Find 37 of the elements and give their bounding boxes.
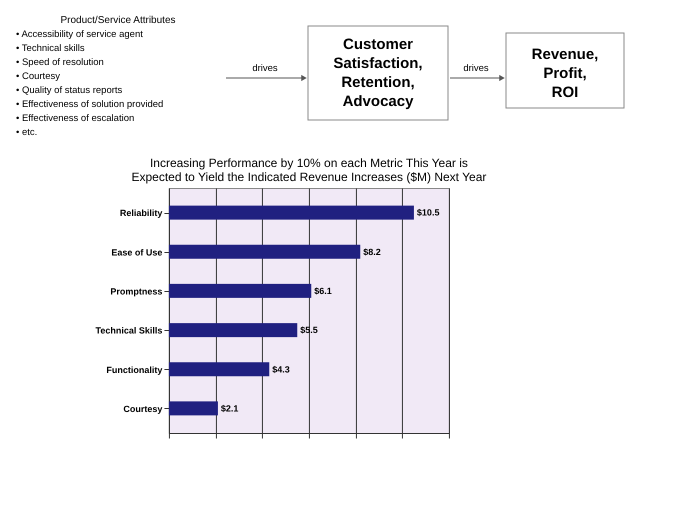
text: • etc. — [16, 127, 38, 138]
bar — [168, 284, 312, 298]
text: Advocacy — [342, 93, 414, 110]
text: • Effectiveness of escalation — [16, 113, 134, 124]
text: Product/Service Attributes — [60, 15, 176, 26]
text: Satisfaction, — [333, 55, 423, 72]
text: Retention, — [341, 74, 415, 91]
text: • Technical skills — [16, 43, 85, 54]
bar — [168, 401, 218, 416]
text: drives — [252, 63, 278, 74]
bar — [168, 323, 298, 338]
bar — [168, 244, 360, 259]
text: • Speed of resolution — [16, 57, 104, 68]
y-tick-label: Reliability — [120, 208, 162, 218]
data-label: $10.5 — [416, 208, 440, 218]
text: • Courtesy — [16, 71, 60, 82]
text: Increasing Performance by 10% on each Metric This Year is — [150, 156, 468, 170]
y-tick-label: Promptness — [110, 286, 162, 296]
y-tick-label: Courtesy — [123, 404, 162, 414]
text: • Quality of status reports — [16, 85, 123, 96]
text: • Effectiveness of solution provided — [16, 99, 164, 110]
data-label: $4.3 — [272, 364, 290, 374]
data-label: $2.1 — [220, 403, 238, 414]
text: Expected to Yield the Indicated Revenue Increases ($M) Next Year — [131, 170, 486, 184]
text: Revenue, — [532, 46, 598, 63]
data-label: $6.1 — [314, 286, 332, 296]
text: • Accessibility of service agent — [16, 29, 144, 40]
bar — [168, 362, 270, 376]
text: Customer — [342, 36, 414, 53]
data-label: $8.2 — [363, 246, 381, 257]
y-tick-label: Technical Skills — [96, 326, 162, 336]
bar — [168, 206, 414, 220]
text: drives — [463, 63, 489, 74]
y-tick-label: Functionality — [106, 364, 162, 375]
text: Profit, — [543, 65, 587, 82]
text: ROI — [552, 84, 578, 101]
y-tick-label: Ease of Use — [111, 247, 162, 258]
